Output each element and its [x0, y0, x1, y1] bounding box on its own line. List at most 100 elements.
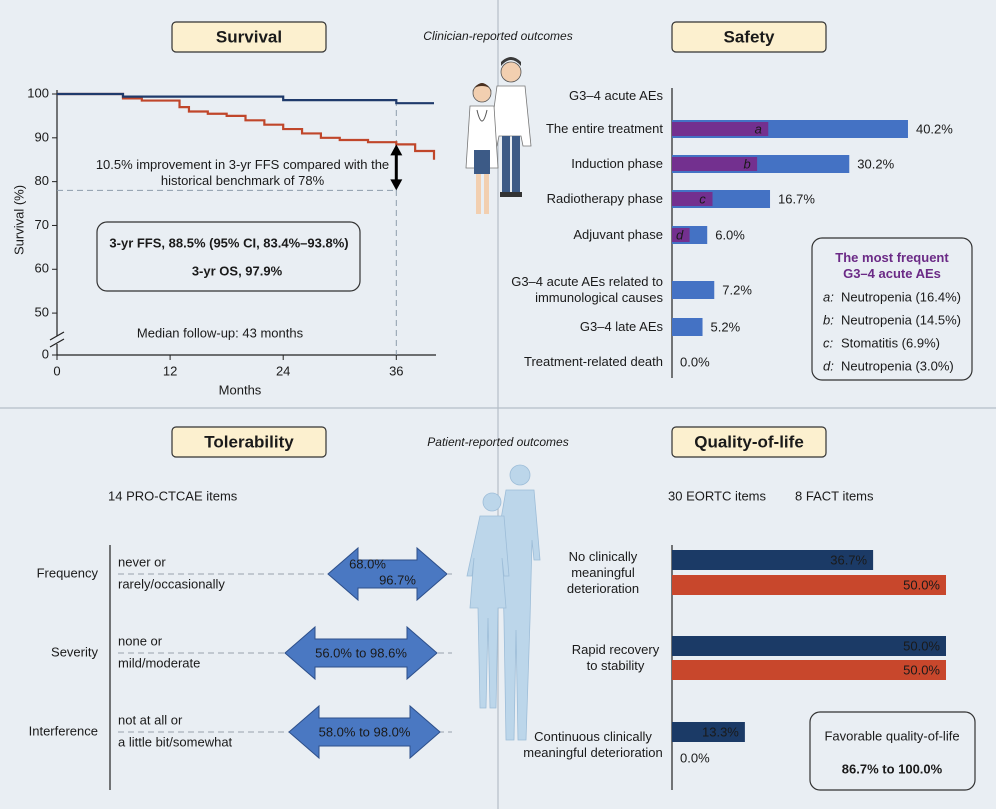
category-label: G3–4 acute AEs related to immunological …: [511, 274, 663, 305]
x-axis-label: Months: [219, 382, 262, 397]
category-label: Radiotherapy phase: [546, 191, 663, 206]
response-label: a little bit/somewhat: [118, 734, 233, 749]
y-tick-label: 100: [27, 85, 49, 100]
x-tick-label: 0: [53, 363, 60, 378]
section-title-box: [171, 21, 327, 53]
inner-bar: [672, 228, 690, 242]
section-title-box: [671, 21, 827, 53]
range-arrow: [284, 625, 438, 681]
value-label: 13.3%: [702, 724, 739, 739]
legend-entry: Neutropenia (3.0%): [841, 358, 954, 373]
value-label: 5.2%: [711, 319, 741, 334]
summary-box: [96, 221, 361, 292]
patients-illustration: [466, 464, 541, 741]
value-label: 50.0%: [903, 662, 940, 677]
legend-entry: 8 FACT items: [795, 488, 874, 503]
category-label: G3–4 late AEs: [579, 319, 663, 334]
summary-value: 86.7% to 100.0%: [842, 761, 943, 776]
section-title: Survival: [216, 27, 282, 46]
range-arrow: [327, 546, 448, 602]
domain-label: Severity: [51, 644, 98, 659]
legend-entry: 30 EORTC items: [668, 488, 767, 503]
x-tick-label: 12: [163, 363, 177, 378]
y-tick-label: 90: [35, 129, 49, 144]
inner-bar: [672, 122, 769, 136]
range-arrow: [288, 704, 441, 760]
section-title-box: [671, 426, 827, 458]
legend-entry: 3-yr FFS, 88.5% (95% CI, 83.4%–93.8%): [109, 235, 348, 250]
legend-key: d:: [823, 358, 834, 373]
value-label: 40.2%: [916, 121, 953, 136]
value-label: 16.7%: [778, 191, 815, 206]
response-label: not at all or: [118, 712, 183, 727]
range-label: 58.0% to 98.0%: [319, 724, 411, 739]
value-label: 0.0%: [680, 750, 710, 765]
value-label: 36.7%: [830, 552, 867, 567]
bar: [672, 636, 946, 656]
legend-key: b:: [823, 312, 834, 327]
header: Clinician-reported outcomes: [423, 29, 572, 43]
inner-bar: [672, 192, 713, 206]
response-label: rarely/occasionally: [118, 576, 225, 591]
annotation: 10.5% improvement in 3-yr FFS compared w…: [95, 157, 390, 188]
domain-label: Interference: [29, 723, 98, 738]
legend-box: [811, 237, 973, 381]
value-label: 30.2%: [857, 156, 894, 171]
axis-break: [49, 331, 65, 341]
legend-entry: Neutropenia (16.4%): [841, 289, 961, 304]
category-label: Induction phase: [571, 156, 663, 171]
x-tick-label: 24: [276, 363, 290, 378]
header: Patient-reported outcomes: [427, 435, 568, 449]
annotation: Median follow-up: 43 months: [137, 325, 304, 340]
improvement-arrow: [390, 144, 403, 191]
summary-box: [809, 711, 976, 791]
bar-letter: b: [743, 156, 750, 171]
y-tick-label: 80: [35, 173, 49, 188]
domain-label: Frequency: [37, 565, 99, 580]
x-tick-label: 36: [389, 363, 403, 378]
bar: [672, 722, 745, 742]
bar: [672, 660, 946, 680]
value-label: 6.0%: [715, 227, 745, 242]
y-axis-label: Survival (%): [11, 185, 26, 255]
value-label: 0.0%: [680, 354, 710, 369]
response-label: never or: [118, 554, 166, 569]
range-label: 68.0%: [349, 556, 386, 571]
bar-letter: c: [699, 191, 706, 206]
category-label: G3–4 acute AEs: [569, 88, 663, 103]
section-title: Tolerability: [204, 432, 294, 451]
legend-title: The most frequent G3–4 acute AEs: [835, 250, 949, 281]
category-label: Rapid recovery to stability: [571, 642, 660, 673]
axis-break: [49, 338, 65, 348]
legend-entry: Neutropenia (14.5%): [841, 312, 961, 327]
inner-bar: [672, 157, 758, 171]
response-label: none or: [118, 633, 163, 648]
category-label: The entire treatment: [545, 121, 663, 136]
subtitle: 14 PRO-CTCAE items: [108, 488, 238, 503]
category-label: Continuous clinically meaningful deterio…: [523, 729, 663, 760]
survival-curve: [57, 92, 434, 105]
bar-letter: a: [755, 121, 762, 136]
bar: [672, 281, 715, 299]
bar: [672, 550, 874, 570]
range-label: 96.7%: [379, 572, 416, 587]
range-label: 56.0% to 98.6%: [315, 645, 407, 660]
legend-key: a:: [823, 289, 834, 304]
response-label: mild/moderate: [118, 655, 200, 670]
survival-curve: [57, 92, 436, 160]
bar: [672, 318, 703, 336]
section-title-box: [171, 426, 327, 458]
section-title: Safety: [723, 27, 775, 46]
category-label: Treatment-related death: [524, 354, 663, 369]
y-tick-label: 0: [42, 346, 49, 361]
legend-key: c:: [823, 335, 834, 350]
value-label: 7.2%: [722, 282, 752, 297]
bar-letter: d: [676, 227, 684, 242]
doctors-illustration: [465, 57, 532, 214]
section-title: Quality-of-life: [694, 432, 804, 451]
bar: [672, 575, 946, 595]
value-label: 50.0%: [903, 638, 940, 653]
value-label: 50.0%: [903, 577, 940, 592]
